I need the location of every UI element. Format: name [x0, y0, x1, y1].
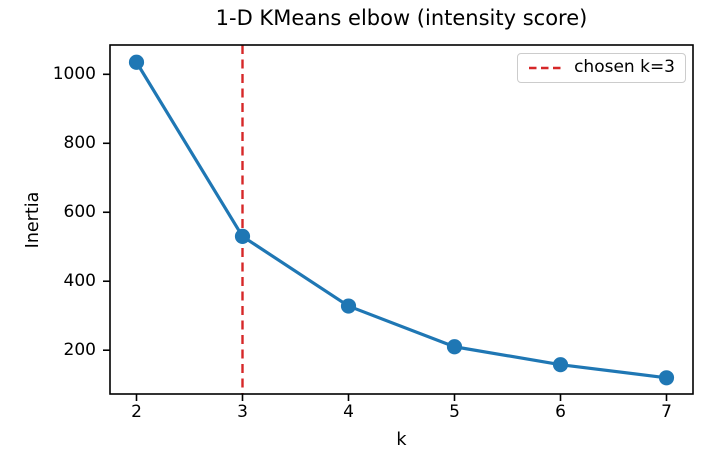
x-axis-label: k [396, 430, 407, 450]
axes-spines [109, 44, 694, 395]
y-tick-label: 400 [63, 271, 96, 292]
y-tick-label: 600 [63, 202, 96, 223]
x-tick-label: 4 [343, 402, 354, 422]
x-tick-label: 5 [449, 402, 460, 422]
x-tick-label: 6 [555, 402, 566, 422]
legend: chosen k=3 [517, 53, 686, 83]
data-point-marker [234, 228, 251, 244]
inertia-line [134, 60, 669, 380]
plot-area [103, 44, 694, 401]
y-tick-label: 1000 [52, 64, 96, 85]
legend-label: chosen k=3 [574, 57, 675, 77]
x-tick-label: 3 [237, 402, 248, 422]
chart-title: 1-D KMeans elbow (intensity score) [215, 6, 588, 30]
data-point-marker [552, 357, 569, 373]
data-point-marker [128, 54, 145, 70]
x-tick-label: 7 [661, 402, 672, 422]
x-tick-label: 2 [131, 402, 142, 422]
data-point-marker [340, 298, 357, 314]
y-tick-label: 800 [63, 133, 96, 154]
data-point-marker [658, 370, 675, 386]
legend-dash-icon [529, 66, 564, 69]
y-tick-label: 200 [63, 340, 96, 361]
data-point-marker [446, 339, 463, 355]
